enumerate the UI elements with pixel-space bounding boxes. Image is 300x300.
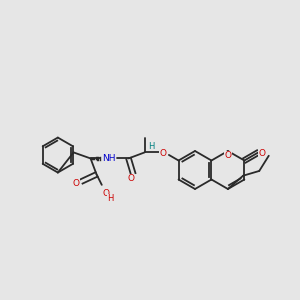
Text: O: O [72, 179, 79, 188]
Text: O: O [259, 149, 266, 158]
Text: O: O [102, 189, 109, 198]
Text: O: O [159, 149, 166, 158]
Text: H: H [148, 142, 155, 151]
Text: H: H [107, 194, 114, 203]
Text: NH: NH [102, 154, 115, 163]
Text: O: O [128, 174, 135, 183]
Text: O: O [224, 152, 231, 160]
